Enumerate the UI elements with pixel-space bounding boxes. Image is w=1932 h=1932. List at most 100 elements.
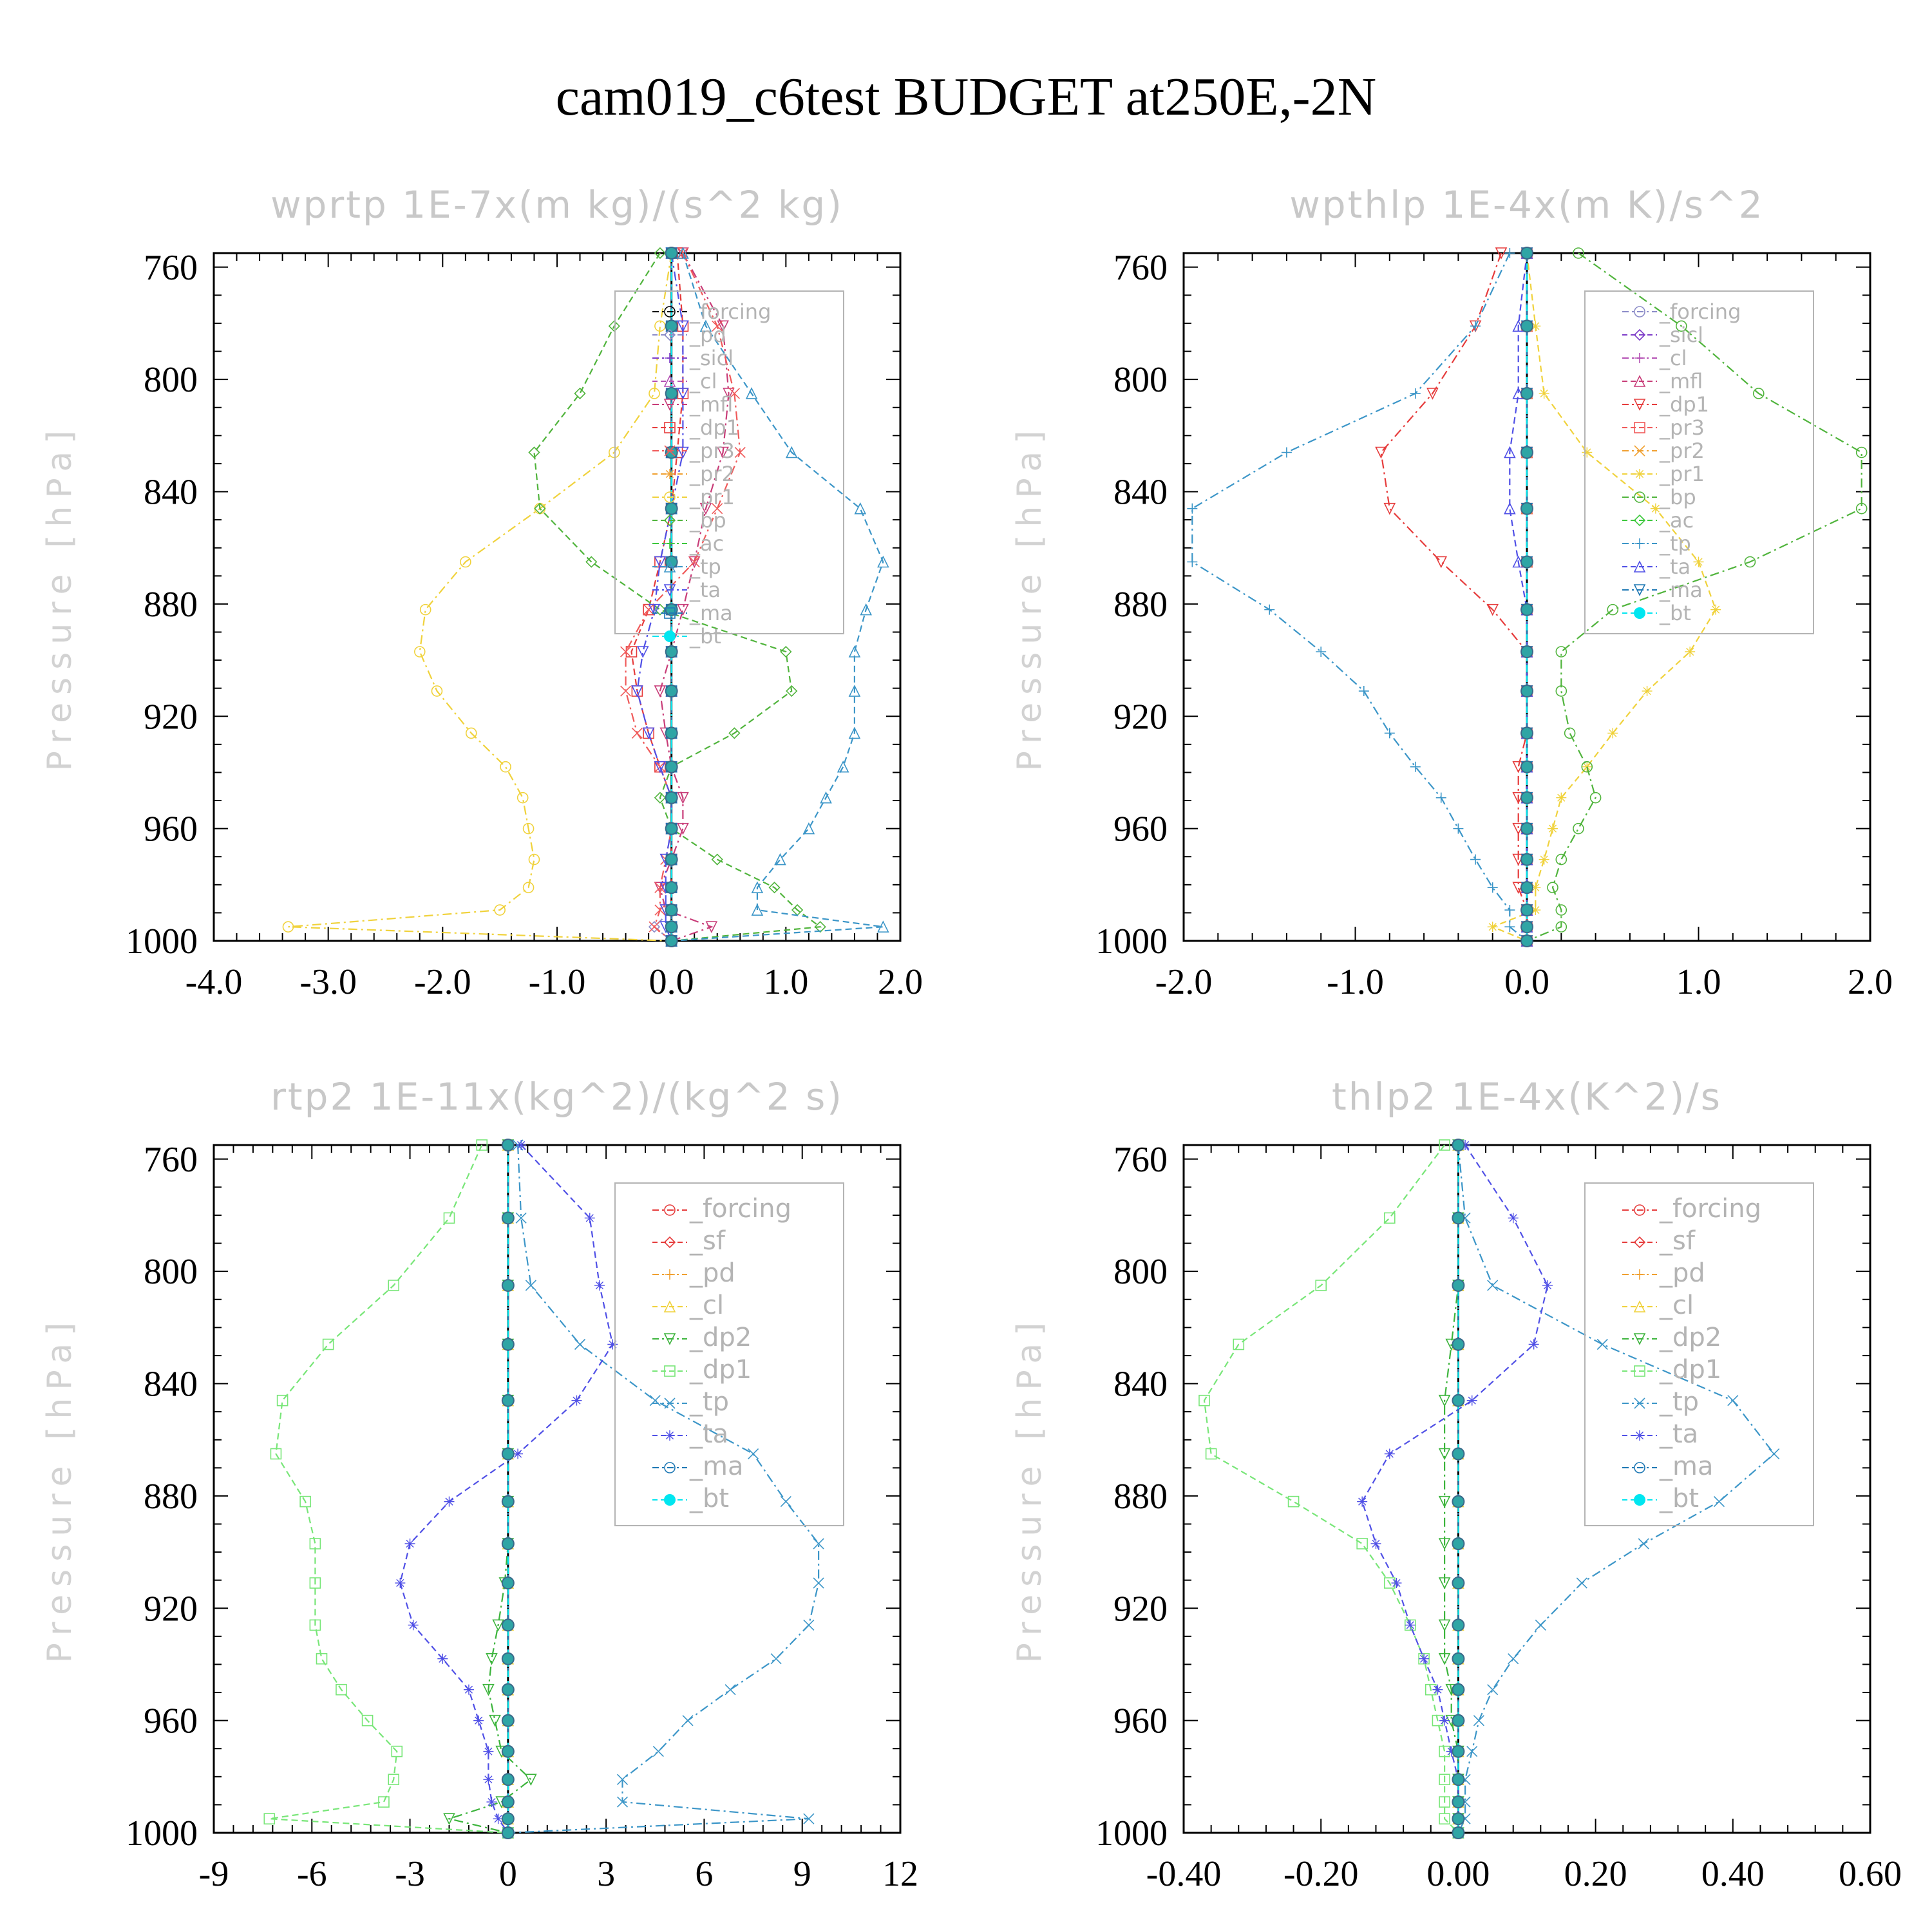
data-point-bt <box>501 1773 515 1786</box>
y-axis-label: Pressure [hPa] <box>41 1315 79 1663</box>
data-point-bt <box>665 881 678 895</box>
data-point_dp2 <box>1438 1619 1451 1632</box>
data-point_pr1 <box>1650 503 1661 514</box>
legend-marker <box>1634 1204 1645 1216</box>
data-point_tp <box>649 1395 661 1406</box>
data-point_tp <box>1487 1684 1499 1696</box>
data-point_ta <box>1508 1213 1519 1224</box>
data-point_bp <box>654 791 667 804</box>
data-point_dp1 <box>443 1212 455 1224</box>
data-point-bt <box>1520 645 1533 659</box>
data-point_dp2 <box>443 1813 455 1825</box>
data-point-bt <box>501 1537 515 1551</box>
data-point_dp1 <box>322 1338 334 1350</box>
legend-label: _pd <box>1659 1258 1705 1288</box>
data-point_pr1 <box>522 822 535 835</box>
legend-label: _pr1 <box>1659 462 1705 486</box>
data-point_dp1 <box>263 1813 276 1825</box>
data-point_bp <box>1581 761 1593 773</box>
legend-label: _ma <box>689 1452 743 1481</box>
data-point_dp1 <box>1426 388 1439 400</box>
x-tick-label: 6 <box>695 1854 713 1894</box>
data-point_tp <box>1187 556 1198 567</box>
data-point-bt <box>665 726 678 740</box>
data-point_pr1 <box>1530 905 1541 916</box>
panels-container: wprtp 1E-7x(m kg)/(s^2 kg) Pressure [hPa]… <box>41 183 1902 1894</box>
figure-title: cam019_c6test BUDGET at250E,-2N <box>556 67 1377 127</box>
data-point_bp <box>1564 727 1576 739</box>
series_dp1 <box>1375 247 1533 947</box>
data-point_tp <box>1410 388 1421 399</box>
data-point-bt <box>665 386 678 400</box>
data-point-bt <box>665 853 678 866</box>
legend-marker <box>663 560 676 573</box>
legend-marker <box>1633 584 1646 596</box>
data-point_tp <box>802 822 815 835</box>
series-line_tp <box>1191 252 1528 942</box>
legend-label: _tp <box>689 554 721 579</box>
data-point_dp1 <box>378 1796 390 1808</box>
data-point_pr1 <box>1710 604 1721 615</box>
data-point_tp <box>1410 761 1421 772</box>
legend-marker <box>663 375 676 387</box>
data-point_pr1 <box>1607 728 1618 739</box>
chart-panel-2: wpthlp 1E-4x(m K)/s^2 Pressure [hPa] 760 80… <box>1010 183 1893 1002</box>
data-point_bp <box>608 320 620 332</box>
y-tick-label: 760 <box>1113 248 1168 288</box>
legend-marker <box>1634 469 1645 479</box>
legend-label: _dp2 <box>689 1323 752 1352</box>
data-point_tp <box>1487 1280 1499 1291</box>
data-point-bt <box>501 1812 515 1826</box>
legend-marker <box>663 1236 676 1249</box>
legend-label: _ma <box>1659 1452 1713 1481</box>
data-point_ta <box>483 1774 494 1785</box>
data-point-bt <box>1452 1577 1465 1590</box>
x-tick-label: -3.0 <box>299 962 357 1002</box>
data-point_bp <box>574 387 586 400</box>
data-point_dp1 <box>336 1683 347 1696</box>
legend-marker <box>665 353 675 363</box>
series_pr1 <box>282 247 677 947</box>
data-point_ta <box>654 556 667 569</box>
x-tick-label: 0.60 <box>1839 1854 1902 1894</box>
data-point_tp <box>748 1448 759 1460</box>
data-point_tp <box>677 247 689 259</box>
legend-marker-bt <box>664 630 676 642</box>
data-point-bt <box>1520 904 1533 917</box>
data-point_dp2 <box>492 1619 504 1632</box>
data-point-bt <box>1452 1338 1465 1351</box>
legend-label: _bt <box>689 1484 729 1513</box>
y-tick-label: 840 <box>1113 473 1168 513</box>
series-line_mfl <box>659 252 730 942</box>
data-point-bt <box>665 822 678 835</box>
x-tick-label: 0.40 <box>1701 1854 1765 1894</box>
data-point_pr1 <box>500 761 511 773</box>
data-point_dp1 <box>309 1619 321 1631</box>
data-point-bt <box>1520 319 1533 333</box>
legend-marker <box>663 328 676 341</box>
data-point_tp <box>780 1496 791 1508</box>
legend-label: _dp1 <box>689 415 739 440</box>
data-point_tp <box>652 1746 664 1757</box>
data-point_dp1 <box>388 1280 399 1291</box>
data-point_bp <box>654 247 667 260</box>
data-point_bp <box>1676 320 1687 332</box>
data-point_bp <box>1573 247 1584 259</box>
y-tick-label: 840 <box>144 1365 198 1405</box>
data-point_ta <box>654 761 667 773</box>
data-point_mfl <box>699 502 712 515</box>
series_tp <box>665 247 889 947</box>
legend-marker <box>664 306 676 317</box>
legend-label: _pr2 <box>689 462 735 486</box>
legend-marker <box>1634 1397 1645 1409</box>
data-point_pr3 <box>728 388 740 399</box>
y-tick-label: 960 <box>144 810 198 849</box>
y-tick-label: 920 <box>1113 697 1168 737</box>
x-tick-label: 0.0 <box>1504 962 1549 1002</box>
data-point_dp2 <box>1438 1653 1451 1665</box>
data-point_ta <box>473 1715 484 1726</box>
data-point_tp <box>820 791 832 804</box>
data-point_tp <box>854 502 867 515</box>
data-point_tp <box>525 1280 536 1291</box>
x-tick-label: 1.0 <box>763 962 808 1002</box>
